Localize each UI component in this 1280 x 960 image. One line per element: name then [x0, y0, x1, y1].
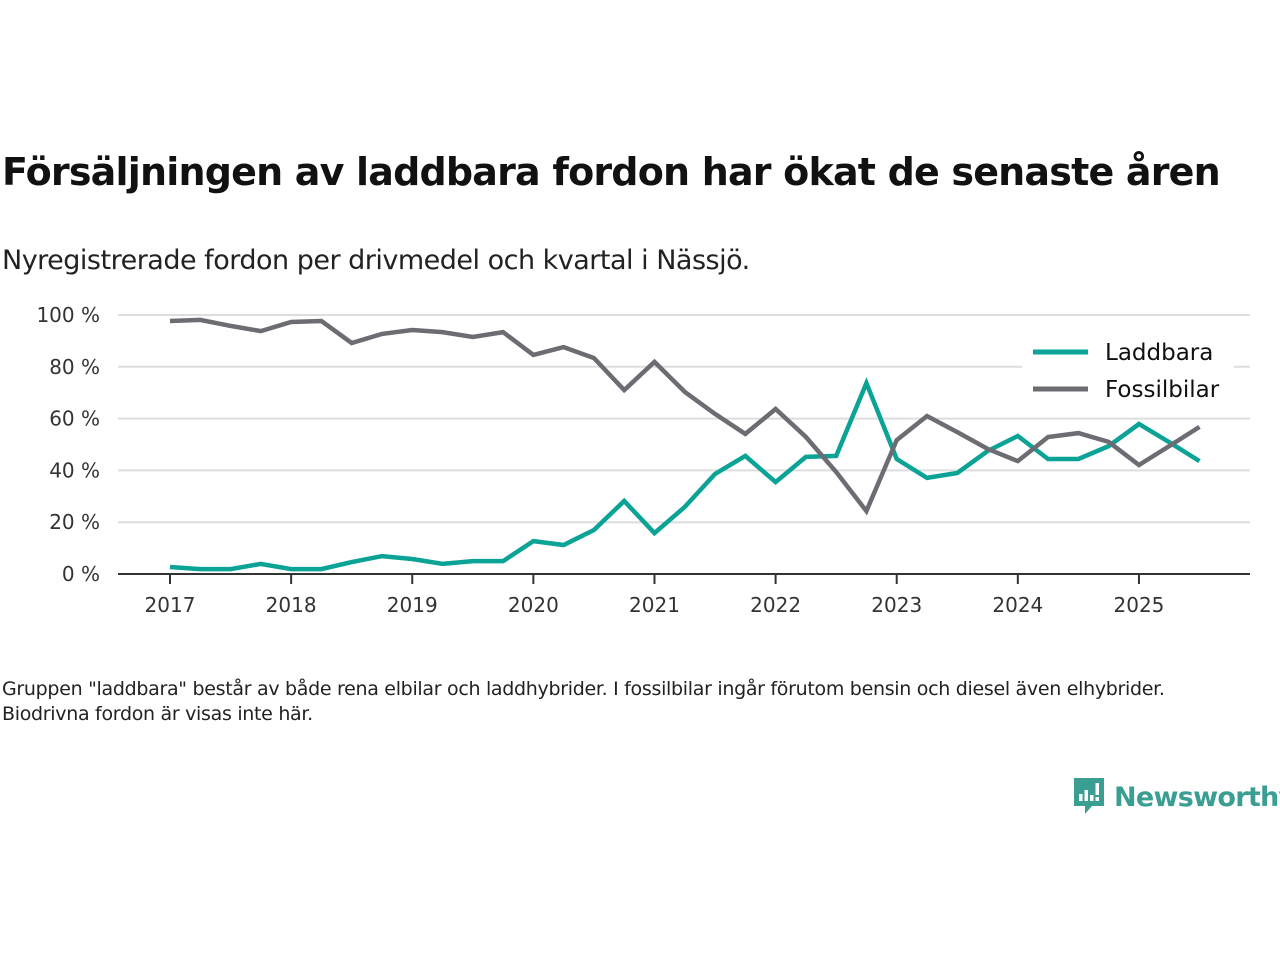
y-tick-label: 40 % [49, 458, 100, 482]
series-line-laddbara [169, 377, 1201, 572]
newsworthy-logo-icon [1074, 778, 1104, 814]
x-tick-label: 2025 [1114, 593, 1165, 617]
y-tick-label: 80 % [49, 355, 100, 379]
chart-subtitle: Nyregistrerade fordon per drivmedel och … [2, 245, 750, 276]
x-tick-label: 2021 [629, 593, 680, 617]
y-axis: 0 % 20 % 40 % 60 % 80 % 100 % [36, 303, 100, 586]
x-tick-label: 2017 [145, 593, 196, 617]
x-tick-label: 2018 [266, 593, 317, 617]
series-lines [169, 317, 1201, 572]
y-tick-label: 20 % [49, 510, 100, 534]
x-tick-label: 2019 [387, 593, 438, 617]
x-tick-label: 2022 [750, 593, 801, 617]
legend-label: Laddbara [1105, 340, 1213, 366]
footnote: Gruppen "laddbara" består av både rena e… [2, 678, 1165, 725]
brand-name: Newsworthy [1114, 781, 1280, 813]
legend-background [1022, 333, 1234, 413]
brand-logo: Newsworthy [1072, 776, 1280, 818]
x-tick-label: 2020 [508, 593, 559, 617]
line-chart: 0 % 20 % 40 % 60 % 80 % 100 % 2017 2018 2019 202… [36, 303, 1250, 617]
y-tick-label: 0 % [62, 562, 100, 586]
x-tick-label: 2023 [871, 593, 922, 617]
x-tick-label: 2024 [992, 593, 1043, 617]
y-tick-label: 100 % [36, 303, 100, 327]
y-tick-label: 60 % [49, 407, 100, 431]
chart-title: Försäljningen av laddbara fordon har öka… [2, 150, 1221, 194]
x-axis: 2017 2018 2019 2020 2021 2022 2023 2024 2025 [118, 573, 1250, 617]
legend-label: Fossilbilar [1105, 377, 1220, 403]
legend: Laddbara Fossilbilar [1022, 333, 1234, 413]
series-line-fossilbilar [169, 317, 1201, 516]
